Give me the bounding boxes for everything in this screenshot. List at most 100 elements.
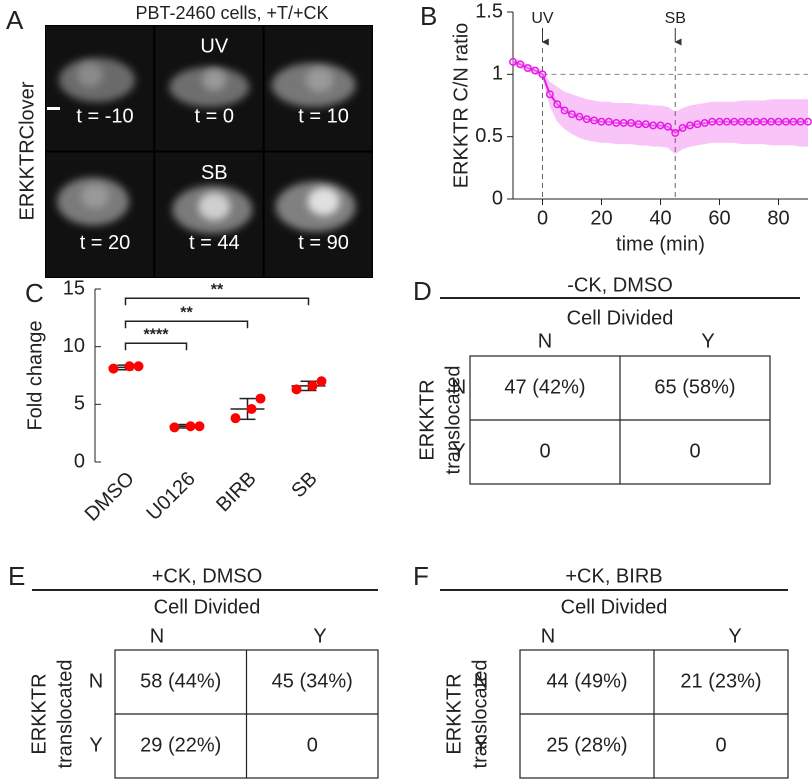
table-cell: 21 (23%): [680, 670, 761, 692]
panel-title: PBT-2460 cells, +T/+CK: [135, 3, 328, 23]
cell: [305, 68, 334, 92]
time-label: t = 0: [195, 105, 234, 127]
column-header: Y: [728, 625, 741, 647]
significance-bracket: [124, 342, 188, 351]
row-group-label: ERKKTR: [443, 673, 465, 754]
row-header: N: [89, 670, 103, 692]
table-cell: 0: [307, 734, 318, 756]
data-point: [804, 117, 812, 126]
data-point: [752, 117, 761, 126]
y-tick-label: 0.5: [475, 125, 503, 147]
time-label: t = 44: [189, 232, 240, 254]
column-header: Y: [313, 625, 326, 647]
column-group-label: Cell Divided: [567, 307, 674, 329]
x-tick-label: 80: [767, 207, 789, 229]
table-cell: 0: [715, 734, 726, 756]
table-cell: 65 (58%): [654, 376, 735, 398]
data-point: [230, 413, 241, 424]
column-group-label: Cell Divided: [561, 596, 668, 618]
y-tick-label: 15: [63, 277, 85, 299]
data-point: [307, 380, 318, 391]
x-tick-label: 60: [708, 207, 730, 229]
time-label: t = 90: [298, 232, 349, 254]
data-point: [108, 363, 119, 374]
y-tick-label: 5: [74, 393, 85, 415]
data-point: [722, 117, 731, 126]
data-point: [678, 123, 687, 132]
time-label: t = 10: [298, 105, 349, 127]
panel-letter: B: [420, 1, 437, 31]
row-header: Y: [474, 734, 487, 756]
data-point: [745, 117, 753, 126]
data-point: [545, 90, 554, 99]
x-tick-label: 0: [537, 207, 548, 229]
error-band: [513, 58, 808, 155]
data-point: [715, 117, 724, 126]
data-point: [737, 117, 746, 126]
column-header: N: [541, 625, 555, 647]
table-title: +CK, BIRB: [565, 565, 662, 587]
data-point: [169, 422, 180, 433]
annotation-label: UV: [531, 10, 554, 27]
data-point: [568, 110, 576, 119]
significance-label: ****: [144, 326, 170, 343]
scale-bar: [47, 107, 60, 110]
treatment-label: UV: [200, 35, 228, 57]
column-header: N: [150, 625, 164, 647]
row-group-label: ERKKTR: [28, 673, 50, 754]
data-point: [649, 121, 658, 130]
data-point: [774, 117, 783, 126]
data-point: [124, 361, 135, 372]
data-point: [538, 70, 547, 79]
table-cell: 47 (42%): [504, 376, 585, 398]
data-point: [671, 128, 680, 137]
data-point: [604, 117, 613, 126]
y-tick-label: 1: [492, 63, 503, 85]
data-point: [531, 66, 540, 75]
data-point: [686, 121, 694, 130]
data-point: [516, 60, 525, 69]
row-header: Y: [89, 734, 102, 756]
significance-bracket: [124, 320, 249, 329]
data-point: [789, 117, 798, 126]
row-header: N: [474, 670, 488, 692]
data-point: [255, 393, 266, 404]
y-tick-label: 10: [63, 335, 85, 357]
data-point: [627, 119, 635, 127]
data-point: [590, 116, 599, 125]
data-point: [730, 117, 739, 126]
data-point: [509, 57, 517, 66]
data-point: [194, 421, 205, 432]
table-cell: 0: [539, 440, 550, 462]
cell: [198, 192, 231, 221]
panel-letter: D: [413, 276, 432, 306]
panel-letter: C: [25, 278, 44, 308]
time-label: t = -10: [76, 105, 133, 127]
data-point: [796, 117, 805, 126]
table-cell: 45 (34%): [272, 670, 353, 692]
cell: [202, 69, 227, 91]
x-axis-label: time (min): [616, 233, 705, 255]
cell: [77, 63, 103, 87]
data-point: [663, 122, 672, 131]
treatment-label: SB: [201, 162, 228, 184]
y-tick-label: 1.5: [475, 0, 503, 22]
panel-letter: F: [413, 561, 429, 591]
y-tick-label: 0: [492, 187, 503, 209]
data-point: [582, 115, 591, 124]
panel-letter: A: [6, 5, 24, 35]
row-header: Y: [452, 440, 465, 462]
column-group-label: Cell Divided: [154, 596, 261, 618]
data-point: [708, 117, 717, 126]
table-cell: 44 (49%): [546, 670, 627, 692]
annotation-label: SB: [665, 10, 686, 27]
panel-letter: E: [8, 561, 25, 591]
time-label: t = 20: [80, 232, 131, 254]
row-header: N: [452, 376, 466, 398]
column-header: N: [538, 330, 552, 352]
data-point: [553, 100, 562, 109]
column-header: Y: [701, 330, 714, 352]
data-point: [612, 119, 621, 127]
data-point: [523, 64, 532, 73]
